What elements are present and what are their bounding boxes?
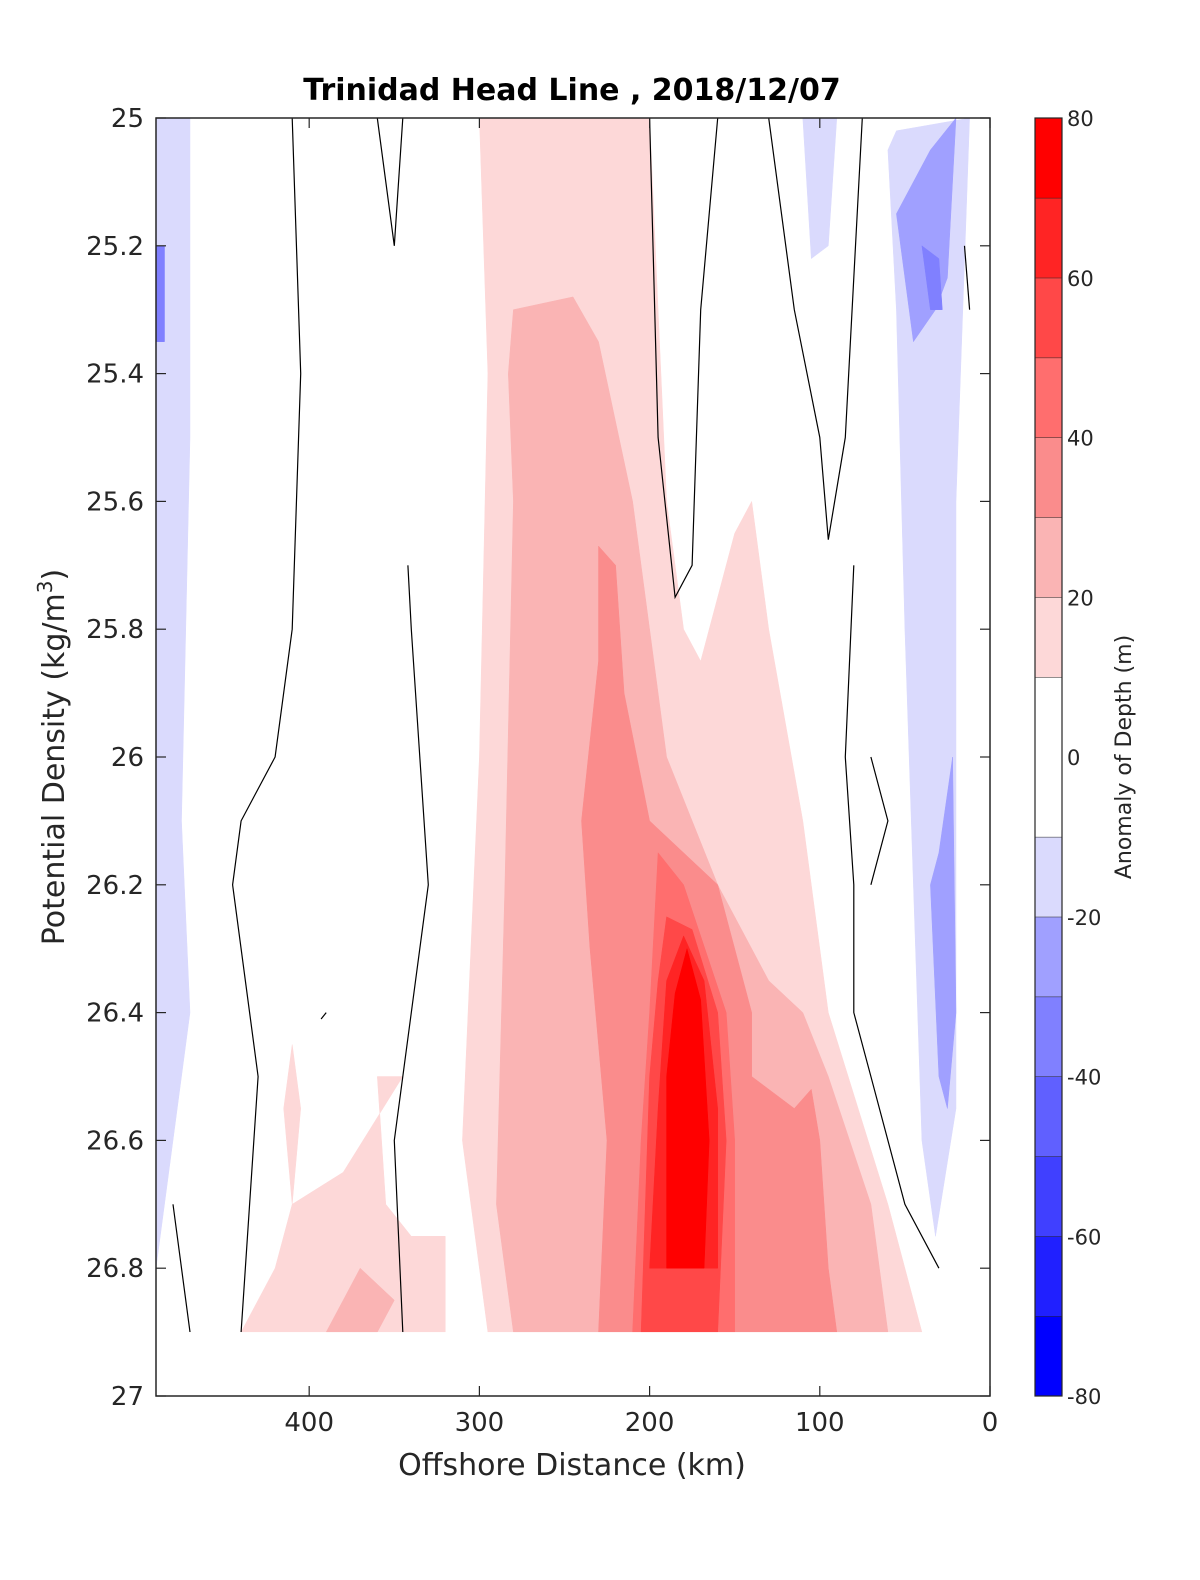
- y-tick-label: 25.2: [86, 232, 144, 262]
- y-tick-label: 26.2: [86, 871, 144, 901]
- x-tick-label: 400: [284, 1408, 334, 1438]
- colorbar-ticks: -80 -60 -40 -20 0 20 40 60 80: [1067, 107, 1101, 1409]
- colorbar-tick-label: 60: [1067, 267, 1094, 291]
- y-axis-label-superscript: 3: [33, 580, 57, 593]
- colorbar-segment: [1035, 996, 1062, 1077]
- colorbar-label: Anomaly of Depth (m): [1112, 635, 1137, 879]
- colorbar-segment: [1035, 118, 1062, 198]
- contour-region-15: [921, 245, 943, 310]
- contour-line-5: [844, 565, 940, 1269]
- contour-lines: [172, 117, 971, 1333]
- y-tick-label: 26.6: [86, 1126, 144, 1156]
- contour-line-9: [320, 1012, 327, 1020]
- contour-line-1: [376, 117, 404, 246]
- x-tick-label: 0: [982, 1408, 999, 1438]
- colorbar-segment: [1035, 597, 1062, 678]
- colorbar-tick-label: -80: [1067, 1385, 1101, 1409]
- x-tick-label: 100: [795, 1408, 845, 1438]
- y-tick-label: 25.6: [86, 487, 144, 517]
- colorbar-tick-label: 40: [1067, 427, 1094, 451]
- contour-region-14: [930, 756, 957, 1109]
- contour-line-4: [768, 117, 863, 540]
- contour-line-8: [963, 245, 971, 310]
- colorbar-segment: [1035, 1316, 1062, 1396]
- contour-region-9: [666, 947, 710, 1269]
- colorbar-tick-label: 0: [1067, 746, 1080, 770]
- y-axis-label-main: Potential Density (kg/m: [37, 593, 72, 945]
- contour-line-6: [870, 756, 889, 885]
- y-tick-label: 27: [111, 1382, 144, 1412]
- colorbar-tick-label: 80: [1067, 107, 1094, 131]
- colorbar-segment: [1035, 836, 1062, 917]
- contour-region-10: [155, 117, 191, 1269]
- y-tick-label: 26.4: [86, 999, 144, 1029]
- x-axis-label: Offshore Distance (km): [398, 1448, 746, 1483]
- colorbar-tick-label: 20: [1067, 586, 1094, 610]
- colorbar-segment: [1035, 1156, 1062, 1237]
- y-axis-label-close: ): [37, 569, 72, 581]
- contour-regions: [155, 117, 970, 1333]
- contour-line-2: [393, 565, 429, 1333]
- colorbar-segment: [1035, 197, 1062, 278]
- colorbar-segment: [1035, 357, 1062, 438]
- contour-line-3: [649, 117, 719, 600]
- colorbar-frame: [1034, 117, 1063, 1397]
- chart-title: Trinidad Head Line , 2018/12/07: [303, 73, 840, 108]
- x-tick-label: 300: [455, 1408, 505, 1438]
- y-tick-label: 25.8: [86, 615, 144, 645]
- colorbar-segment: [1035, 916, 1062, 997]
- contour-region-16: [155, 245, 165, 342]
- contour-region-3: [496, 296, 889, 1333]
- contour-region-13: [896, 117, 957, 343]
- colorbar-tick-label: -40: [1067, 1066, 1101, 1090]
- colorbar-tick-label: -20: [1067, 906, 1101, 930]
- colorbar: [1035, 117, 1062, 1396]
- colorbar-segment: [1035, 1076, 1062, 1157]
- colorbar-segment: [1035, 1236, 1062, 1317]
- colorbar-segment: [1035, 517, 1062, 598]
- no-data-band: [156, 1332, 990, 1396]
- y-axis-label: Potential Density (kg/m3): [33, 569, 72, 945]
- colorbar-tick-label: -60: [1067, 1225, 1101, 1249]
- x-axis-ticks: 400 300 200 100 0: [284, 118, 998, 1438]
- y-axis-ticks: 25 25.2 25.4 25.6 25.8 26 26.2 26.4 26.6 26.8 27: [86, 104, 990, 1412]
- y-tick-label: 25: [111, 104, 144, 134]
- y-tick-label: 26.8: [86, 1254, 144, 1284]
- colorbar-segment: [1035, 677, 1062, 837]
- contour-line-0: [231, 117, 302, 1333]
- contour-line-7: [172, 1204, 191, 1333]
- y-tick-label: 25.4: [86, 360, 144, 390]
- x-tick-label: 200: [625, 1408, 675, 1438]
- y-tick-label: 26: [111, 743, 144, 773]
- colorbar-segment: [1035, 277, 1062, 358]
- colorbar-segment: [1035, 437, 1062, 518]
